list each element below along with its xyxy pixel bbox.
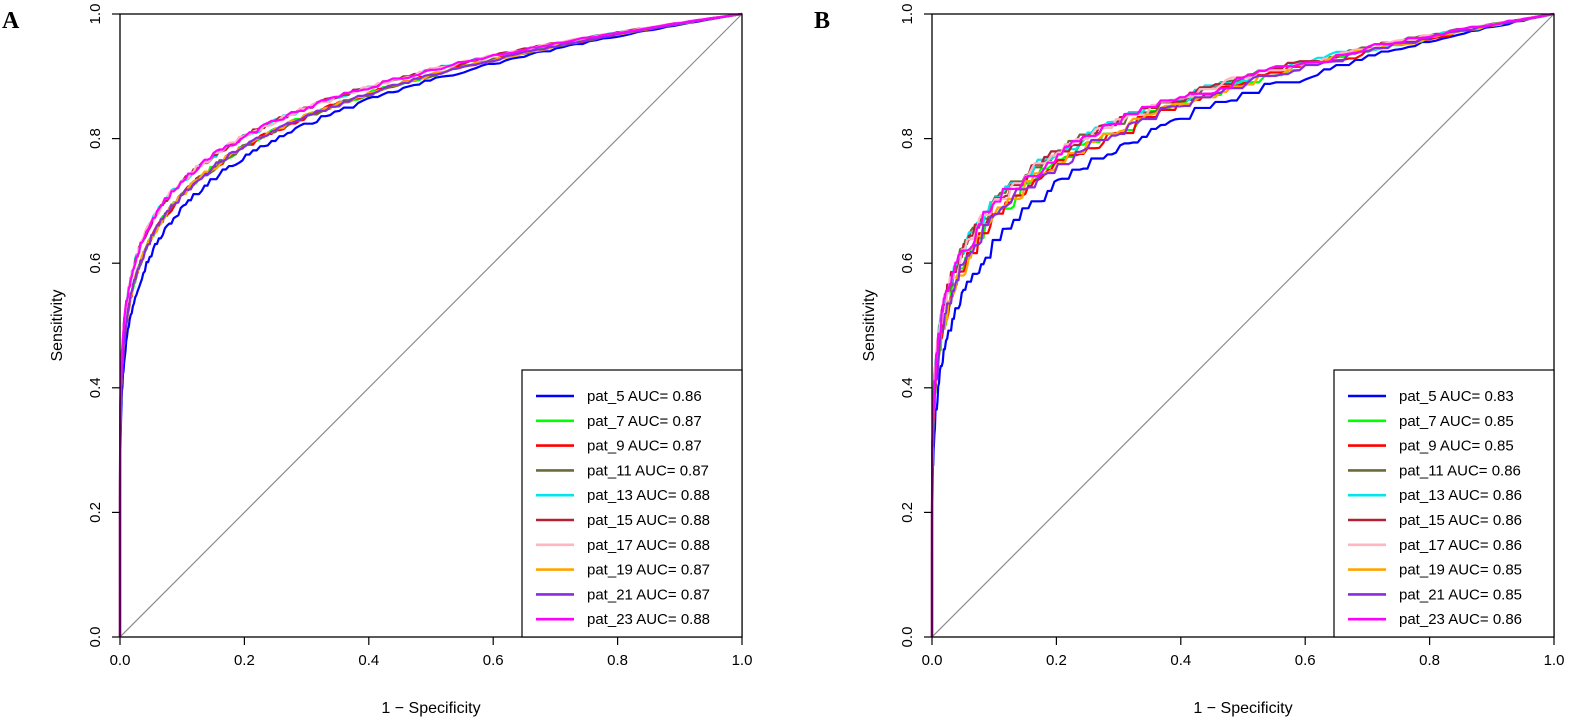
y-tick-label: 0.6 (899, 253, 916, 274)
legend-label-pat_9: pat_9 AUC= 0.87 (587, 438, 702, 455)
y-tick-label: 0.0 (87, 627, 104, 648)
roc-panel-B: B 0.0 0.2 0.4 0.6 0.8 1.0 0.0 0.2 0.4 0.6 0.8 1.0 1 −… (814, 4, 1564, 717)
x-tick-label: 1.0 (732, 652, 753, 669)
y-tick-label: 0.4 (87, 377, 104, 398)
panel-letter: B (814, 8, 830, 34)
roc-curve-pat_5 (930, 12, 1555, 638)
legend-label-pat_15: pat_15 AUC= 0.88 (587, 512, 710, 529)
x-axis-label: 1 − Specificity (1193, 700, 1292, 717)
y-tick-label: 1.0 (87, 4, 104, 25)
legend-box (1333, 369, 1555, 638)
y-tick-label: 0.2 (899, 502, 916, 523)
legend-label-pat_5: pat_5 AUC= 0.83 (1399, 388, 1514, 405)
legend: pat_5 AUC= 0.83 pat_7 AUC= 0.85 pat_9 AUC=… (1333, 369, 1555, 638)
diagonal-reference-line (931, 13, 1555, 638)
diagonal-reference-line (119, 13, 743, 638)
x-tick-label: 0.4 (1170, 652, 1191, 669)
y-axis-label: Sensitivity (861, 289, 878, 361)
legend-label-pat_5: pat_5 AUC= 0.86 (587, 388, 702, 405)
x-tick-label: 0.2 (234, 652, 255, 669)
legend-label-pat_9: pat_9 AUC= 0.85 (1399, 438, 1514, 455)
legend-label-pat_17: pat_17 AUC= 0.88 (587, 537, 710, 554)
x-tick-label: 0.8 (607, 652, 628, 669)
panel-letter: A (2, 8, 20, 34)
x-tick-label: 0.4 (358, 652, 379, 669)
legend-label-pat_19: pat_19 AUC= 0.85 (1399, 562, 1522, 579)
y-axis-label: Sensitivity (49, 289, 66, 361)
legend-box (521, 369, 743, 638)
x-tick-label: 0.6 (483, 652, 504, 669)
y-tick-label: 0.0 (899, 627, 916, 648)
roc-panel-A: A 0.0 0.2 0.4 0.6 0.8 1.0 0.0 0.2 0.4 0.6 0.8 1.0 1 −… (2, 4, 752, 717)
roc-curve-pat_23 (118, 12, 743, 638)
legend-label-pat_21: pat_21 AUC= 0.87 (587, 586, 710, 603)
y-tick-label: 0.2 (87, 502, 104, 523)
roc-curve-pat_23 (930, 12, 1555, 638)
legend-label-pat_7: pat_7 AUC= 0.85 (1399, 413, 1514, 430)
y-tick-label: 0.8 (87, 128, 104, 149)
x-tick-label: 0.2 (1046, 652, 1067, 669)
legend: pat_5 AUC= 0.86 pat_7 AUC= 0.87 pat_9 AUC=… (521, 369, 743, 638)
x-tick-label: 0.0 (922, 652, 943, 669)
legend-label-pat_19: pat_19 AUC= 0.87 (587, 562, 710, 579)
x-tick-label: 0.6 (1295, 652, 1316, 669)
legend-label-pat_21: pat_21 AUC= 0.85 (1399, 586, 1522, 603)
roc-curve-pat_21 (118, 12, 743, 638)
roc-curve-pat_5 (118, 12, 743, 638)
legend-label-pat_11: pat_11 AUC= 0.87 (587, 462, 709, 479)
x-axis-label: 1 − Specificity (381, 700, 480, 717)
y-tick-label: 1.0 (899, 4, 916, 25)
y-tick-label: 0.8 (899, 128, 916, 149)
legend-label-pat_23: pat_23 AUC= 0.88 (587, 611, 710, 628)
plot-frame (119, 13, 743, 638)
y-tick-label: 0.4 (899, 377, 916, 398)
plot-frame (931, 13, 1555, 638)
x-tick-label: 0.0 (110, 652, 131, 669)
legend-label-pat_15: pat_15 AUC= 0.86 (1399, 512, 1522, 529)
y-tick-label: 0.6 (87, 253, 104, 274)
legend-label-pat_23: pat_23 AUC= 0.86 (1399, 611, 1522, 628)
legend-label-pat_11: pat_11 AUC= 0.86 (1399, 462, 1521, 479)
x-tick-label: 0.8 (1419, 652, 1440, 669)
x-tick-label: 1.0 (1544, 652, 1565, 669)
legend-label-pat_17: pat_17 AUC= 0.86 (1399, 537, 1522, 554)
legend-label-pat_7: pat_7 AUC= 0.87 (587, 413, 702, 430)
legend-label-pat_13: pat_13 AUC= 0.86 (1399, 487, 1522, 504)
legend-label-pat_13: pat_13 AUC= 0.88 (587, 487, 710, 504)
